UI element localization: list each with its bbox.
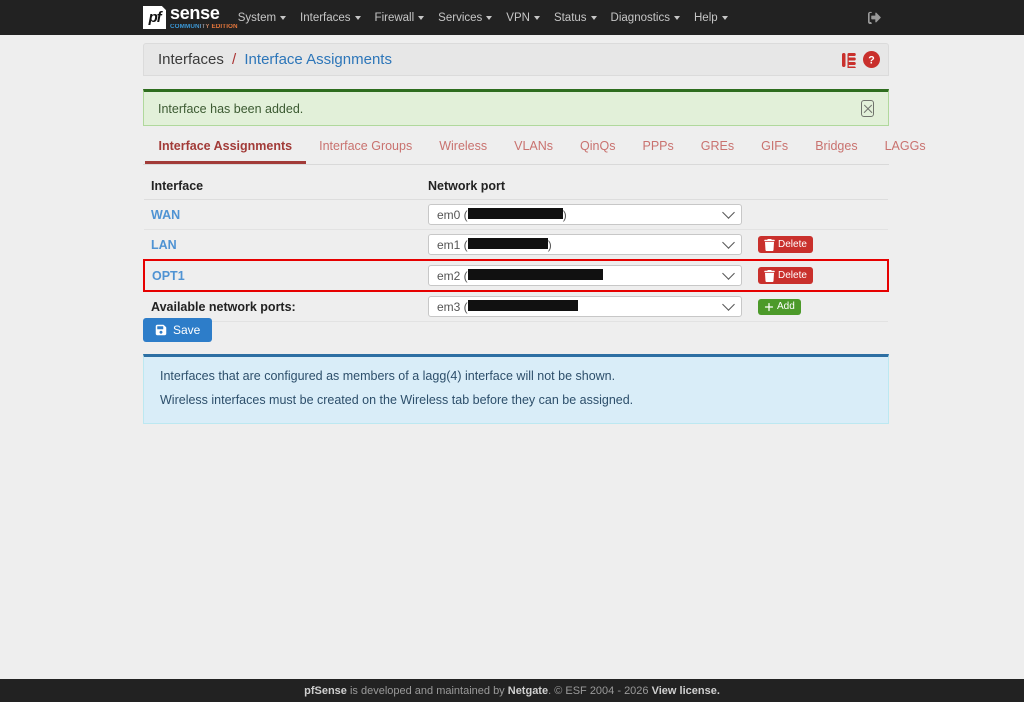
svg-text:?: ? — [868, 54, 874, 66]
